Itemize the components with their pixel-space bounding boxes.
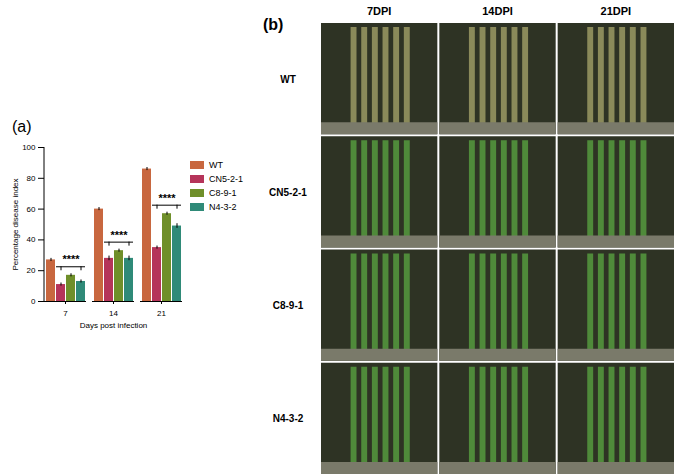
svg-text:WT: WT [280, 74, 296, 85]
svg-text:****: **** [158, 192, 176, 204]
html-text:C8-9-1: C8-9-1 [209, 188, 237, 198]
html-text:N4-3-2: N4-3-2 [209, 202, 237, 212]
svg-text:100: 100 [22, 143, 36, 152]
svg-text:40: 40 [27, 235, 36, 244]
svg-text:60: 60 [27, 205, 36, 214]
html-text:CN5-2-1: CN5-2-1 [209, 174, 243, 184]
svg-text:0: 0 [31, 297, 36, 306]
svg-text:****: **** [62, 253, 80, 265]
svg-text:****: **** [110, 229, 128, 241]
svg-text:21DPI: 21DPI [601, 5, 632, 17]
svg-text:14: 14 [109, 309, 118, 318]
svg-text:7DPI: 7DPI [367, 5, 391, 17]
svg-text:80: 80 [27, 174, 36, 183]
svg-text:7: 7 [63, 309, 68, 318]
svg-text:CN5-2-1: CN5-2-1 [269, 187, 307, 198]
svg-text:(b): (b) [263, 16, 283, 33]
svg-text:Days post infection: Days post infection [80, 321, 148, 330]
html-text:WT: WT [209, 160, 223, 170]
html-text:(a): (a) [12, 118, 32, 135]
svg-text:21: 21 [157, 309, 166, 318]
svg-text:Percentage disease index: Percentage disease index [11, 178, 20, 270]
svg-text:14DPI: 14DPI [482, 5, 513, 17]
svg-text:N4-3-2: N4-3-2 [273, 413, 304, 424]
svg-text:20: 20 [27, 266, 36, 275]
svg-text:C8-9-1: C8-9-1 [273, 300, 304, 311]
